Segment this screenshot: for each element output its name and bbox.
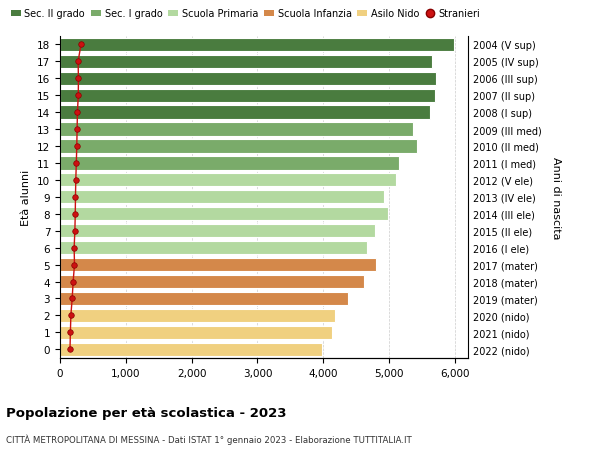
Legend: Sec. II grado, Sec. I grado, Scuola Primaria, Scuola Infanzia, Asilo Nido, Stran: Sec. II grado, Sec. I grado, Scuola Prim… [11, 10, 481, 19]
Y-axis label: Età alunni: Età alunni [22, 169, 31, 225]
Bar [60, 207, 388, 221]
Text: CITTÀ METROPOLITANA DI MESSINA - Dati ISTAT 1° gennaio 2023 - Elaborazione TUTTI: CITTÀ METROPOLITANA DI MESSINA - Dati IS… [6, 434, 412, 444]
Bar [60, 123, 413, 136]
Bar [60, 224, 374, 238]
Bar [60, 258, 376, 272]
Bar [60, 106, 430, 119]
Bar [60, 343, 322, 356]
Bar [60, 174, 396, 187]
Bar [60, 140, 418, 153]
Bar [60, 191, 384, 204]
Bar [60, 39, 454, 52]
Y-axis label: Anni di nascita: Anni di nascita [551, 156, 561, 239]
Bar [60, 73, 436, 85]
Bar [60, 292, 348, 305]
Bar [60, 90, 435, 102]
Bar [60, 157, 399, 170]
Bar [60, 56, 432, 69]
Bar [60, 326, 332, 339]
Bar [60, 241, 367, 255]
Text: Popolazione per età scolastica - 2023: Popolazione per età scolastica - 2023 [6, 406, 287, 419]
Bar [60, 309, 335, 322]
Bar [60, 275, 364, 289]
